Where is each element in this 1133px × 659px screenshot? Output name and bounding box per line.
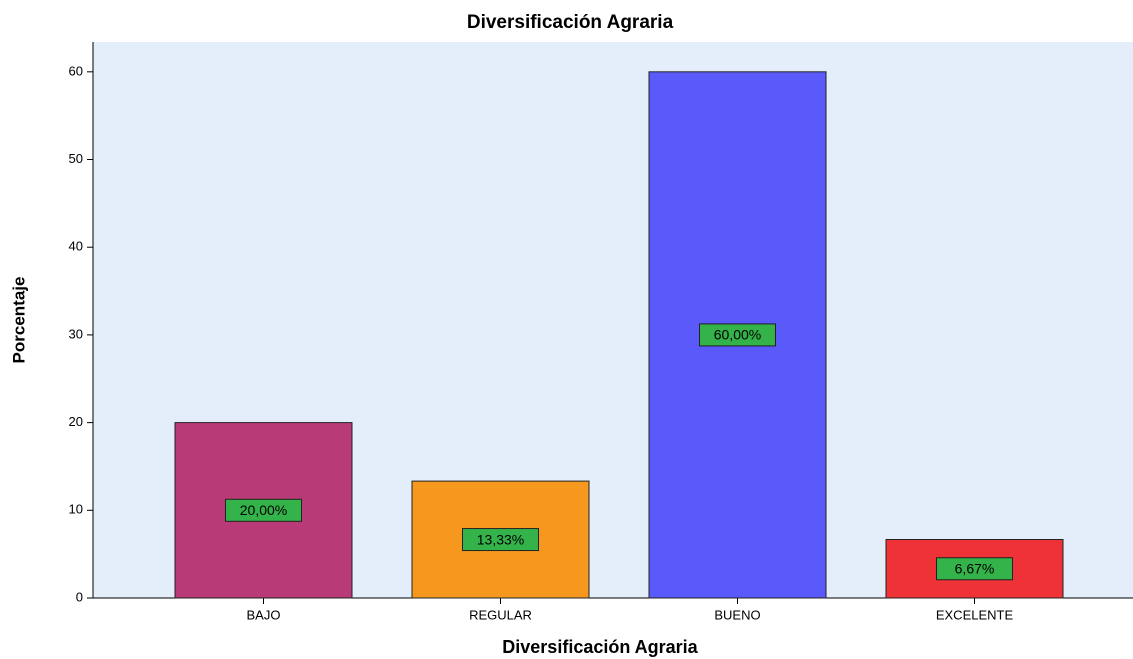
y-tick-label: 20 — [69, 414, 83, 429]
y-tick-label: 60 — [69, 63, 83, 78]
x-tick-label: BAJO — [247, 607, 281, 622]
data-label-box — [699, 323, 776, 347]
x-tick-label: BUENO — [714, 607, 760, 622]
chart-title: Diversificación Agraria — [467, 12, 674, 33]
data-label-box — [462, 528, 539, 552]
y-axis-title: Porcentaje — [9, 277, 28, 364]
y-tick-label: 30 — [69, 326, 83, 341]
y-tick-label: 50 — [69, 151, 83, 166]
y-tick-label: 40 — [69, 239, 83, 254]
x-axis-title: Diversificación Agraria — [502, 637, 698, 657]
data-label-box — [225, 498, 302, 522]
y-tick-label: 10 — [69, 502, 83, 517]
x-tick-label: REGULAR — [469, 607, 532, 622]
data-label: 6,67% — [955, 560, 995, 576]
y-tick-label: 0 — [76, 589, 83, 604]
data-label: 20,00% — [240, 502, 287, 518]
data-label: 60,00% — [714, 327, 761, 343]
data-label: 13,33% — [477, 531, 524, 547]
data-label-box — [936, 557, 1013, 581]
x-tick-label: EXCELENTE — [936, 607, 1014, 622]
